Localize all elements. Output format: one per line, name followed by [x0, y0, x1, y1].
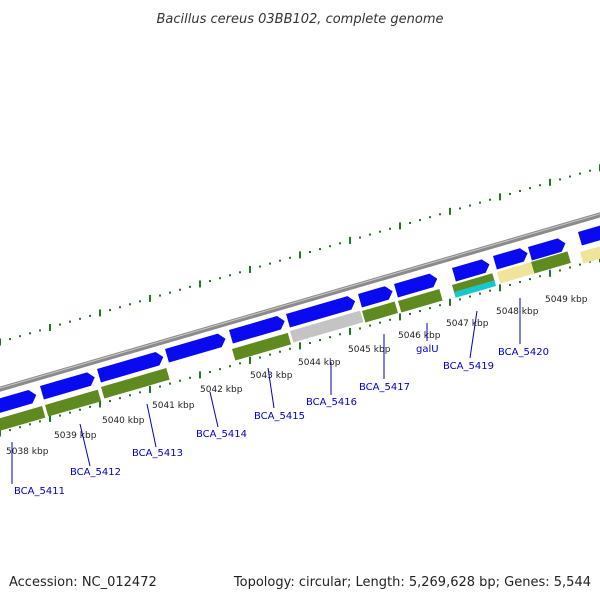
gene-label[interactable]: BCA_5412	[70, 467, 121, 478]
cds-arrow[interactable]	[528, 237, 567, 261]
feature-block[interactable]	[496, 262, 534, 284]
kbp-label: 5045 kbp	[348, 345, 391, 355]
feature-block[interactable]	[101, 368, 170, 399]
forward-cds-track	[0, 224, 600, 414]
gene-label[interactable]: BCA_5411	[14, 486, 65, 497]
feature-block[interactable]	[362, 301, 398, 323]
gene-label-group[interactable]: BCA_5419	[443, 310, 494, 372]
kbp-label: 5039 kbp	[54, 431, 97, 441]
cds-arrow[interactable]	[165, 332, 227, 363]
kbp-label: 5046 kbp	[398, 331, 441, 341]
topology-summary: Topology: circular; Length: 5,269,628 bp…	[233, 575, 591, 590]
outer-tick-ring	[0, 164, 600, 346]
kbp-label: 5041 kbp	[152, 401, 195, 411]
kbp-label: 5043 kbp	[250, 371, 293, 381]
accession-text: Accession: NC_012472	[9, 575, 157, 590]
gene-leader-line	[267, 367, 275, 409]
feature-track	[0, 245, 600, 432]
genome-backbone	[0, 212, 600, 392]
feature-block[interactable]	[454, 280, 497, 298]
cds-arrow[interactable]	[229, 314, 287, 344]
kbp-label: 5040 kbp	[102, 416, 145, 426]
gene-label-group[interactable]: BCA_5417	[359, 334, 410, 393]
feature-block[interactable]	[531, 251, 571, 274]
gene-label[interactable]: BCA_5414	[196, 429, 247, 440]
gene-label[interactable]: galU	[416, 344, 439, 355]
backbone-highlight	[0, 213, 600, 389]
gene-label-group[interactable]: BCA_5411	[11, 442, 65, 497]
feature-block[interactable]	[580, 245, 600, 264]
kbp-label: 5049 kbp	[545, 295, 588, 305]
cds-arrow[interactable]	[40, 371, 97, 400]
gene-leader-line	[469, 310, 478, 359]
gene-leader-line	[79, 423, 91, 467]
gene-label-layer: BCA_5411 BCA_5412 BCA_5413 BCA_5414 BCA_…	[11, 298, 549, 497]
feature-block[interactable]	[0, 406, 46, 432]
gene-label-group[interactable]: BCA_5412	[70, 423, 121, 478]
kbp-label: 5048 kbp	[496, 307, 539, 317]
gene-label[interactable]: BCA_5419	[443, 361, 494, 372]
gene-label-group[interactable]: BCA_5420	[498, 298, 549, 358]
cds-arrow[interactable]	[358, 285, 395, 308]
gene-label[interactable]: BCA_5416	[306, 397, 357, 408]
cds-arrow[interactable]	[97, 350, 165, 383]
kbp-label: 5038 kbp	[6, 447, 49, 457]
gene-leader-line	[209, 391, 219, 428]
kbp-label: 5047 kbp	[446, 319, 489, 329]
gene-label-group[interactable]: BCA_5413	[132, 403, 183, 459]
gene-label[interactable]: BCA_5417	[359, 382, 410, 393]
kbp-label-layer: 5038 kbp 5039 kbp 5040 kbp 5041 kbp 5042…	[6, 295, 588, 457]
cds-arrow[interactable]	[578, 224, 600, 246]
gene-label-group[interactable]: galU	[416, 323, 439, 355]
feature-block[interactable]	[45, 389, 102, 417]
gene-label-group[interactable]: BCA_5415	[254, 367, 305, 422]
feature-block[interactable]	[398, 289, 443, 313]
gene-label[interactable]: BCA_5420	[498, 347, 549, 358]
gene-label[interactable]: BCA_5415	[254, 411, 305, 422]
gene-label-group[interactable]: BCA_5416	[306, 362, 357, 408]
cds-arrow[interactable]	[452, 258, 491, 282]
map-title: Bacillus cereus 03BB102, complete genome	[156, 12, 443, 27]
kbp-label: 5042 kbp	[200, 385, 243, 395]
gene-label[interactable]: BCA_5413	[132, 448, 183, 459]
cds-arrow[interactable]	[0, 388, 38, 414]
kbp-label: 5044 kbp	[298, 358, 341, 368]
gene-label-group[interactable]: BCA_5414	[196, 391, 247, 440]
feature-block[interactable]	[232, 332, 292, 361]
cds-arrow[interactable]	[493, 247, 530, 270]
cds-arrow[interactable]	[394, 272, 439, 298]
gene-leader-line	[146, 403, 157, 448]
cds-arrow[interactable]	[286, 294, 357, 328]
inner-tick-ring	[0, 255, 600, 437]
feature-block[interactable]	[290, 310, 364, 343]
